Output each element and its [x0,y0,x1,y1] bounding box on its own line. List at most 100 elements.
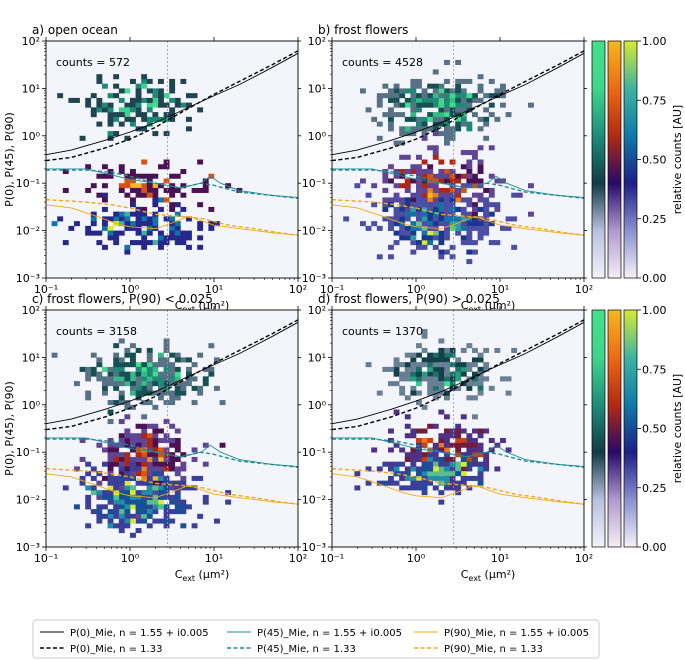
histogram-cell [416,197,422,203]
histogram-cell [410,249,417,255]
histogram-cell [460,107,467,113]
histogram-cell [472,93,478,99]
histogram-cell [169,509,176,515]
histogram-cell [163,494,170,500]
histogram-cell [174,240,181,246]
histogram-cell [135,480,142,486]
histogram-cell [124,485,131,491]
histogram-cell [90,490,97,496]
histogram-cell [169,112,176,118]
histogram-cell [427,390,434,396]
histogram-cell [455,221,462,227]
y-tick-label: 10¹ [308,351,326,364]
histogram-cell [472,395,478,401]
histogram-cell [135,494,142,500]
histogram-cell [444,135,450,141]
histogram-cell [410,456,417,462]
histogram-cell [404,376,411,382]
histogram-cell [96,504,103,510]
histogram-cell [85,230,92,236]
histogram-cell [180,183,187,189]
histogram-cell [146,78,153,84]
histogram-cell [399,390,406,396]
histogram-cell [399,235,406,241]
histogram-cell [202,442,209,448]
histogram-cell [472,216,478,222]
histogram-cell [135,456,142,462]
histogram-cell [163,197,170,203]
histogram-cell [472,371,478,377]
histogram-cell [130,456,136,462]
histogram-cell [130,485,136,491]
histogram-cell [118,357,125,363]
histogram-cell [124,513,131,519]
histogram-cell [79,480,86,486]
x-axis-label-unit: (µm²) [195,299,229,312]
x-axis-label-main: C [175,299,183,312]
histogram-cell [460,442,467,448]
histogram-cell [393,371,400,377]
histogram-cell [432,376,439,382]
histogram-cell [90,509,97,515]
histogram-cell [124,456,131,462]
histogram-cell [483,211,490,217]
histogram-cell [107,499,114,505]
plot-frame [331,309,585,548]
histogram-cell [146,390,153,396]
histogram-cell [455,225,462,231]
histogram-cell [141,74,148,80]
histogram-cell [455,471,462,477]
histogram-cell [96,494,103,500]
x-tick-label: 10⁰ [121,283,140,296]
histogram-cell [494,240,501,246]
histogram-cell [455,97,462,103]
panel-title: a) open ocean [32,23,118,37]
histogram-cell [214,518,220,524]
histogram-cell [410,362,417,368]
histogram-cell [460,480,467,486]
x-tick-label: 10⁻¹ [320,552,344,565]
histogram-cell [432,471,439,477]
histogram-cell [376,254,383,260]
histogram-cell [208,225,215,231]
histogram-cell [107,235,114,241]
histogram-cell [124,244,131,250]
histogram-cell [124,107,131,113]
histogram-cell [421,456,428,462]
histogram-cell [466,126,473,132]
histogram-cell [388,254,394,260]
histogram-cell [466,442,473,448]
histogram-cell [124,452,131,458]
histogram-cell [410,131,417,137]
histogram-cell [118,183,125,189]
colorbar-tick-label: 1.00 [642,304,667,317]
plot-frame [45,40,299,279]
histogram-cell [416,173,422,179]
histogram-cell [427,202,434,208]
histogram-cell [118,437,125,444]
histogram-cell [158,494,164,500]
histogram-cell [141,461,148,467]
legend-label: P(90)_Mie, n = 1.55 + i0.005 [444,628,589,639]
histogram-cell [410,202,417,208]
histogram-cell [141,442,148,448]
histogram-cell [219,442,226,448]
histogram-cell [376,225,383,231]
histogram-cell [477,164,484,170]
histogram-cell [118,480,125,486]
histogram-cell [444,168,450,175]
histogram-cell [404,235,411,241]
histogram-cell [90,93,97,99]
histogram-cell [158,518,164,524]
histogram-cell [152,466,159,472]
histogram-cell [438,249,445,255]
histogram-cell [107,509,114,515]
histogram-cell [152,371,159,377]
histogram-cell [124,216,131,222]
histogram-cell [107,475,114,481]
histogram-cell [505,376,512,382]
colorbar-tick-label: 0.00 [642,541,667,554]
histogram-cell [146,107,153,113]
histogram-cell [466,197,473,203]
histogram-cell [460,466,467,472]
